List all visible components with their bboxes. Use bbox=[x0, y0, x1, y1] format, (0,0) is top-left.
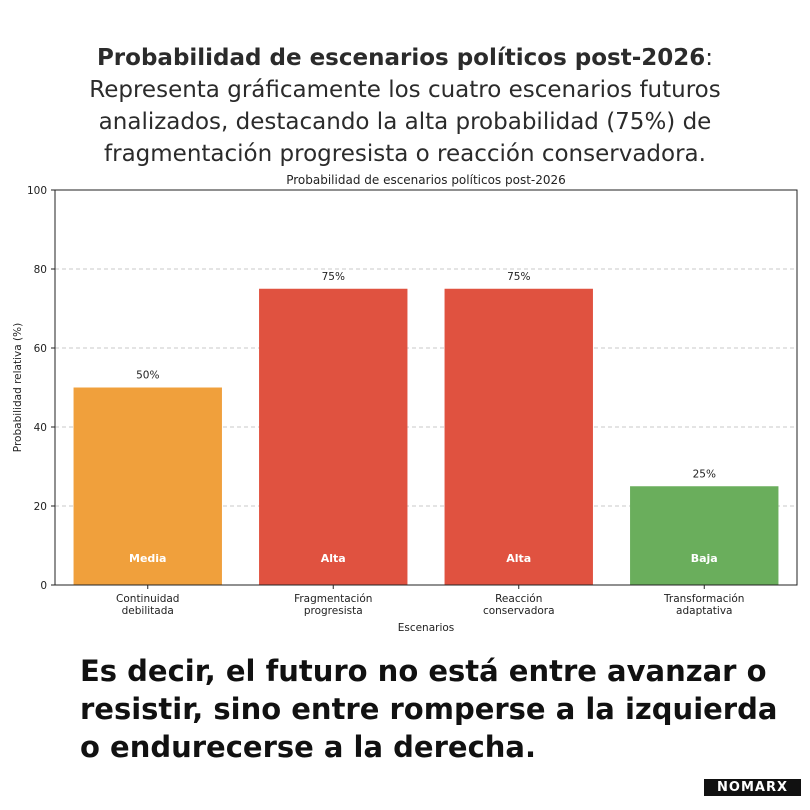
bar-level-label: Media bbox=[129, 552, 166, 565]
bar-value-label: 50% bbox=[136, 370, 159, 382]
plot-frame bbox=[54, 189, 798, 586]
chart-title: Probabilidad de escenarios políticos pos… bbox=[286, 173, 566, 187]
x-tick-label: Reacción bbox=[495, 593, 542, 605]
headline-bold: Probabilidad de escenarios políticos pos… bbox=[96, 45, 706, 71]
bar-value-label: 25% bbox=[693, 468, 716, 480]
bar bbox=[630, 486, 779, 585]
y-tick-label: 0 bbox=[40, 580, 47, 592]
bar bbox=[444, 288, 593, 585]
y-tick-label: 20 bbox=[34, 501, 47, 513]
x-tick-label: adaptativa bbox=[676, 605, 732, 617]
bar-value-label: 75% bbox=[507, 271, 530, 283]
footer-statement: Es decir, el futuro no está entre avanza… bbox=[80, 654, 778, 764]
x-tick-label: Fragmentación bbox=[294, 593, 372, 605]
x-tick-label: conservadora bbox=[483, 605, 555, 617]
x-tick-label: Transformación bbox=[663, 593, 744, 605]
bar-level-label: Alta bbox=[506, 552, 531, 565]
x-axis-label: Escenarios bbox=[398, 622, 455, 634]
bar bbox=[73, 387, 222, 585]
headline: Probabilidad de escenarios políticos pos… bbox=[30, 42, 780, 170]
x-tick-label: debilitada bbox=[122, 605, 174, 617]
bar-level-label: Baja bbox=[691, 552, 718, 565]
y-axis-label: Probabilidad relativa (%) bbox=[12, 323, 24, 452]
x-tick-label: progresista bbox=[304, 605, 363, 617]
bar-level-label: Alta bbox=[321, 552, 346, 565]
x-tick-label: Continuidad bbox=[116, 593, 179, 605]
brand-logo: NOMARX bbox=[704, 779, 801, 796]
y-tick-label: 40 bbox=[34, 422, 47, 434]
y-tick-label: 100 bbox=[27, 185, 47, 197]
headline-description: : Representa gráficamente los cuatro esc… bbox=[89, 45, 721, 167]
bar bbox=[259, 288, 408, 585]
y-tick-label: 60 bbox=[34, 343, 47, 355]
y-tick-label: 80 bbox=[34, 264, 47, 276]
bar-value-label: 75% bbox=[322, 271, 345, 283]
